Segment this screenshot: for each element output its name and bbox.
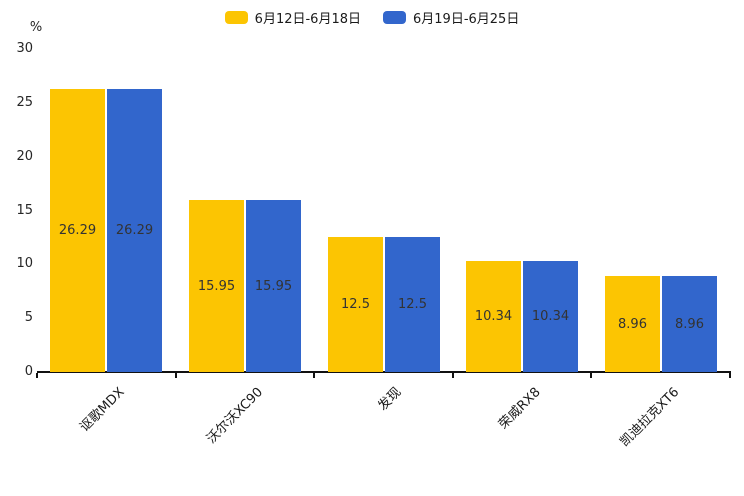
x-axis-tick (313, 373, 316, 378)
bar-series1: 26.29 (50, 89, 105, 372)
x-axis-tick (174, 373, 177, 378)
category-label: 发现 (375, 384, 405, 414)
category-label: 讴歌MDX (77, 384, 128, 436)
legend-item: 6月12日-6月18日 (224, 8, 361, 27)
bar-value-label: 8.96 (675, 316, 704, 332)
legend-label: 6月19日-6月25日 (413, 12, 520, 27)
bar-value-label: 10.34 (474, 309, 513, 324)
legend-item: 6月19日-6月25日 (383, 8, 519, 27)
y-tick-label: 10 (16, 256, 33, 272)
bar-series1: 15.95 (189, 200, 244, 372)
x-axis-tick (729, 373, 731, 378)
bar-value-label: 15.95 (254, 278, 293, 294)
bar-series2: 12.5 (385, 237, 440, 372)
bar-series2: 10.34 (523, 261, 578, 372)
bar-value-label: 8.96 (618, 316, 647, 332)
legend: 6月12日-6月18日 6月19日-6月25日 (0, 8, 744, 27)
y-tick-label: 30 (16, 41, 33, 56)
bar-value-label: 26.29 (115, 223, 154, 238)
bar-series2: 26.29 (107, 89, 162, 372)
bar-series1: 10.34 (466, 261, 521, 372)
y-axis-unit-label: % (29, 20, 43, 35)
x-axis-tick (451, 373, 454, 378)
bar-series1: 8.96 (605, 276, 660, 372)
y-tick-label: 20 (16, 148, 33, 164)
category-label: 凯迪拉克XT6 (617, 384, 683, 450)
legend-swatch (383, 11, 406, 24)
bar-value-label: 26.29 (58, 223, 97, 238)
x-axis-tick (36, 373, 38, 378)
y-tick-label: 5 (24, 310, 33, 326)
y-tick-label: 15 (16, 202, 33, 218)
category-label: 荣威RX8 (496, 384, 544, 433)
legend-swatch (224, 11, 248, 24)
bar-value-label: 15.95 (197, 278, 236, 294)
bar-value-label: 12.5 (398, 297, 427, 312)
bar-series2: 15.95 (246, 200, 301, 372)
y-tick-label: 25 (16, 94, 33, 110)
bar-series1: 12.5 (328, 237, 383, 372)
bar-value-label: 12.5 (341, 297, 370, 312)
y-tick-label: 0 (24, 364, 33, 379)
x-axis-line (37, 371, 731, 373)
x-axis-tick (590, 373, 593, 378)
bar-series2: 8.96 (662, 276, 717, 372)
legend-label: 6月12日-6月18日 (254, 12, 361, 27)
category-label: 沃尔沃XC90 (204, 384, 267, 447)
bar-value-label: 10.34 (531, 309, 570, 324)
